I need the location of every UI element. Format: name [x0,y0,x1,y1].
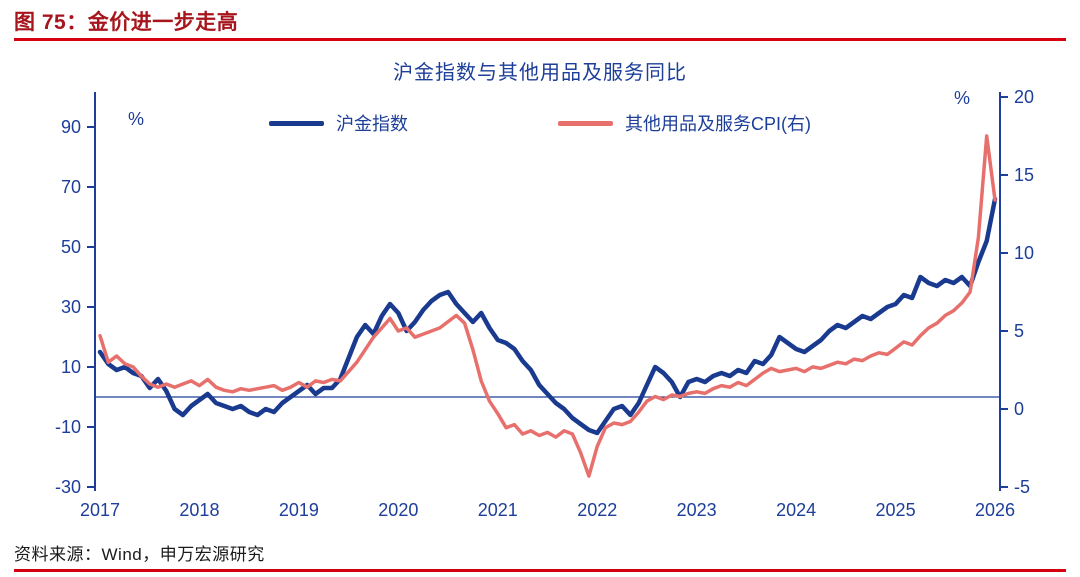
left-axis-tick-label: -10 [55,417,81,437]
x-axis-tick-label: 2021 [478,500,518,520]
chart-legend: 沪金指数 其他用品及服务CPI(右) [0,110,1080,136]
right-axis-tick-label: 10 [1014,243,1034,263]
left-axis-tick-label: 50 [61,237,81,257]
series-line-1 [98,134,997,478]
left-axis-tick-label: -30 [55,477,81,497]
title-underline [14,38,1066,41]
right-axis-unit-label: % [954,88,970,108]
x-axis-tick-label: 2024 [776,500,816,520]
legend-label-cpi: 其他用品及服务CPI(右) [625,114,811,134]
left-axis-tick-label: 70 [61,177,81,197]
x-axis-tick-label: 2022 [577,500,617,520]
x-axis-tick-label: 2026 [975,500,1015,520]
right-axis-tick-label: -5 [1014,477,1030,497]
series-line-0 [97,196,998,436]
legend-swatch-gold-index [269,120,324,126]
figure-title: 图 75：金价进一步走高 [14,11,239,34]
legend-item-gold-index: 沪金指数 [269,110,408,136]
footer-rule [14,569,1066,572]
legend-item-cpi: 其他用品及服务CPI(右) [558,110,811,136]
legend-label-gold-index: 沪金指数 [336,114,408,134]
right-axis-tick-label: 5 [1014,321,1024,341]
right-axis-tick-label: 20 [1014,87,1034,107]
left-axis-tick-label: 10 [61,357,81,377]
x-axis-tick-label: 2025 [876,500,916,520]
right-axis-tick-label: 15 [1014,165,1034,185]
chart-title: 沪金指数与其他用品及服务同比 [393,62,687,84]
x-axis-tick-label: 2019 [279,500,319,520]
x-axis-tick-label: 2023 [677,500,717,520]
source-note: 资料来源：Wind，申万宏源研究 [14,545,265,564]
x-axis-tick-label: 2017 [80,500,120,520]
left-axis-tick-label: 30 [61,297,81,317]
x-axis-tick-label: 2018 [179,500,219,520]
right-axis-tick-label: 0 [1014,399,1024,419]
x-axis-tick-label: 2020 [378,500,418,520]
legend-swatch-cpi [558,120,613,126]
